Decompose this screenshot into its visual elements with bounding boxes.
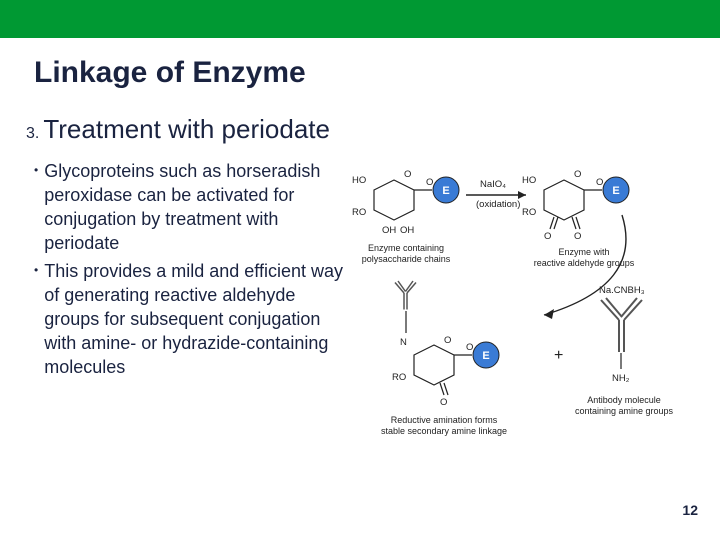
label-O: O xyxy=(574,169,581,180)
label-E: E xyxy=(612,185,619,197)
caption: Enzyme containing xyxy=(368,243,444,253)
label-HO: HO xyxy=(522,175,536,186)
caption: polysaccharide chains xyxy=(362,254,451,264)
reagent-label: Na.CNBH₃ xyxy=(599,285,645,296)
caption: stable secondary amine linkage xyxy=(381,426,507,436)
content-row: • Glycoproteins such as horseradish pero… xyxy=(0,145,720,470)
caption: Reductive amination forms xyxy=(391,415,498,425)
sugar-ring-1: HO RO OH OH O O E xyxy=(352,169,459,236)
label-OH: OH xyxy=(400,225,414,236)
reagent-label: NaIO₄ xyxy=(480,179,506,190)
list-item: • This provides a mild and efficient way… xyxy=(34,259,344,379)
label-O: O xyxy=(596,177,603,188)
label-HO: HO xyxy=(352,175,366,186)
bullet-icon: • xyxy=(34,259,38,379)
caption: containing amine groups xyxy=(575,406,674,416)
label-E: E xyxy=(442,185,449,197)
label-RO: RO xyxy=(392,372,406,383)
bullet-text: This provides a mild and efficient way o… xyxy=(44,259,344,379)
bullet-icon: • xyxy=(34,159,38,255)
label-O: O xyxy=(440,397,447,408)
conjugate: N RO O O O E xyxy=(392,281,499,408)
label-E: E xyxy=(482,350,489,362)
bullet-text: Glycoproteins such as horseradish peroxi… xyxy=(44,159,344,255)
label-RO: RO xyxy=(352,207,366,218)
section-heading: Treatment with periodate xyxy=(43,114,330,145)
caption: Enzyme with xyxy=(558,247,609,257)
label-O: O xyxy=(544,231,551,242)
chemistry-svg: HO RO OH OH O O E Enzyme containing poly… xyxy=(344,155,694,465)
label-NH2: NH₂ xyxy=(612,373,630,384)
label-RO: RO xyxy=(522,207,536,218)
label-N: N xyxy=(400,337,407,348)
label-O: O xyxy=(444,335,451,346)
list-item: • Glycoproteins such as horseradish pero… xyxy=(34,159,344,255)
plus-icon: + xyxy=(554,347,563,364)
antibody xyxy=(601,298,642,352)
section-header: 3. Treatment with periodate xyxy=(0,90,720,145)
label-O: O xyxy=(574,231,581,242)
page-title: Linkage of Enzyme xyxy=(0,38,720,90)
reagent-sublabel: (oxidation) xyxy=(476,199,520,210)
label-O: O xyxy=(404,169,411,180)
reaction-diagram: HO RO OH OH O O E Enzyme containing poly… xyxy=(344,155,702,470)
page-number: 12 xyxy=(682,502,698,518)
label-O: O xyxy=(466,342,473,353)
section-number: 3. xyxy=(26,125,39,143)
label-OH: OH xyxy=(382,225,396,236)
sugar-ring-2: HO RO O O O O E xyxy=(522,169,629,242)
top-bar xyxy=(0,0,720,38)
caption: Antibody molecule xyxy=(587,395,661,405)
label-O: O xyxy=(426,177,433,188)
bullet-list: • Glycoproteins such as horseradish pero… xyxy=(34,155,344,470)
